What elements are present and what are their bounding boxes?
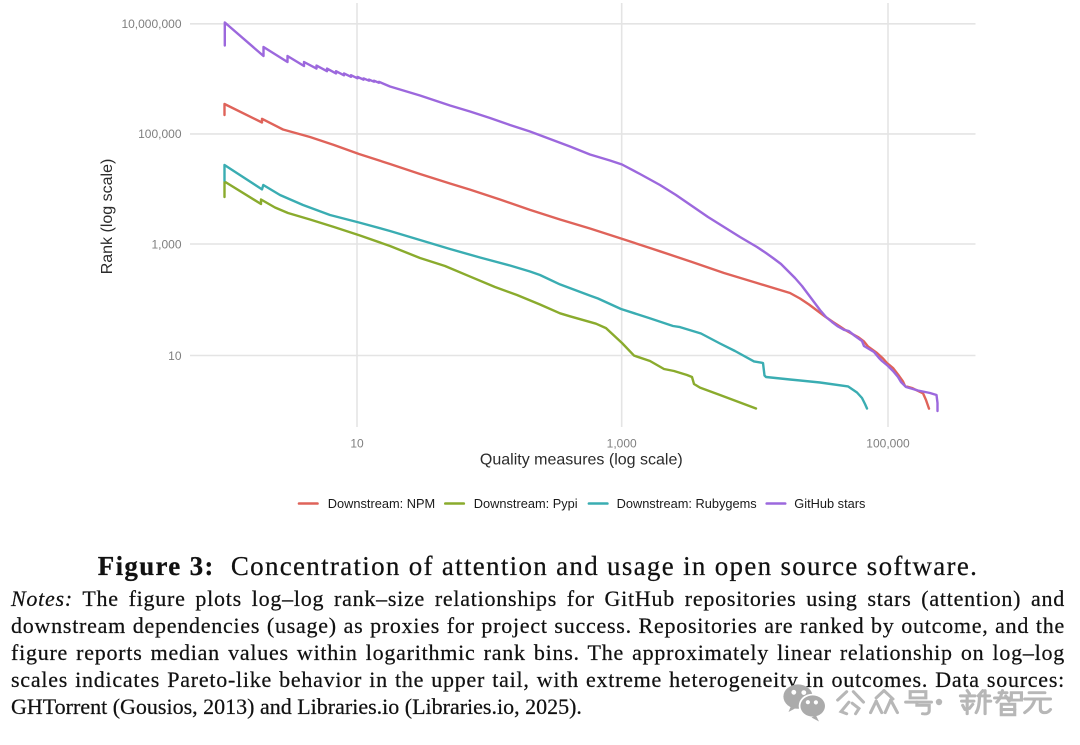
svg-text:Rank (log scale): Rank (log scale)	[99, 159, 116, 275]
svg-text:10,000,000: 10,000,000	[121, 17, 181, 31]
svg-text:1,000: 1,000	[151, 237, 181, 251]
svg-text:Downstream: Rubygems: Downstream: Rubygems	[617, 496, 757, 511]
svg-text:GitHub stars: GitHub stars	[794, 496, 865, 511]
svg-text:Quality measures (log scale): Quality measures (log scale)	[480, 452, 683, 469]
svg-text:100,000: 100,000	[138, 127, 182, 141]
svg-text:100,000: 100,000	[866, 437, 910, 451]
svg-text:10: 10	[350, 437, 364, 451]
svg-text:Downstream: Pypi: Downstream: Pypi	[474, 496, 578, 511]
svg-text:10: 10	[168, 349, 182, 363]
svg-text:Downstream: NPM: Downstream: NPM	[328, 496, 435, 511]
svg-text:1,000: 1,000	[607, 437, 637, 451]
